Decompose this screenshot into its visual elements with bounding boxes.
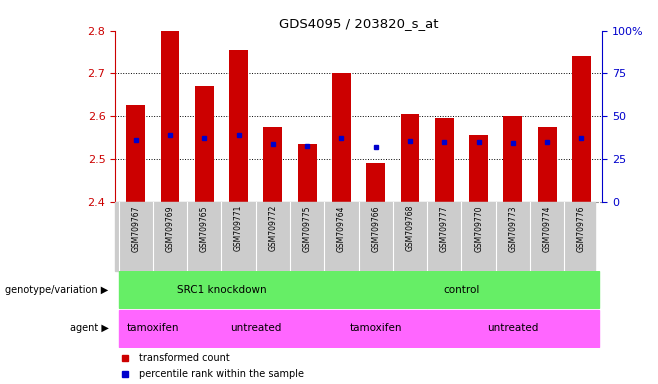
Bar bbox=[195, 86, 214, 202]
Text: GSM709774: GSM709774 bbox=[543, 205, 551, 252]
Text: GSM709776: GSM709776 bbox=[577, 205, 586, 252]
Bar bbox=[538, 127, 557, 202]
Bar bbox=[367, 163, 385, 202]
Text: tamoxifen: tamoxifen bbox=[349, 323, 402, 333]
Text: GSM709777: GSM709777 bbox=[440, 205, 449, 252]
Text: GSM709766: GSM709766 bbox=[371, 205, 380, 252]
Text: control: control bbox=[443, 285, 480, 295]
Bar bbox=[469, 136, 488, 202]
Bar bbox=[118, 310, 187, 347]
Text: GSM709765: GSM709765 bbox=[200, 205, 209, 252]
Text: GSM709773: GSM709773 bbox=[509, 205, 517, 252]
Text: untreated: untreated bbox=[230, 323, 282, 333]
Bar bbox=[401, 114, 420, 202]
Text: GSM709764: GSM709764 bbox=[337, 205, 346, 252]
Bar bbox=[229, 50, 248, 202]
Text: GSM709770: GSM709770 bbox=[474, 205, 483, 252]
Bar bbox=[126, 106, 145, 202]
Bar bbox=[427, 310, 599, 347]
Bar bbox=[324, 271, 599, 308]
Bar bbox=[297, 144, 316, 202]
Bar bbox=[263, 127, 282, 202]
Text: SRC1 knockdown: SRC1 knockdown bbox=[176, 285, 266, 295]
Text: GSM709768: GSM709768 bbox=[405, 205, 415, 252]
Text: GSM709775: GSM709775 bbox=[303, 205, 312, 252]
Bar bbox=[324, 310, 427, 347]
Text: GSM709771: GSM709771 bbox=[234, 205, 243, 252]
Text: GSM709772: GSM709772 bbox=[268, 205, 278, 252]
Text: transformed count: transformed count bbox=[139, 353, 230, 363]
Text: agent ▶: agent ▶ bbox=[70, 323, 109, 333]
Text: untreated: untreated bbox=[487, 323, 539, 333]
Bar bbox=[161, 31, 180, 202]
Bar bbox=[572, 56, 591, 202]
Bar bbox=[435, 118, 454, 202]
Text: genotype/variation ▶: genotype/variation ▶ bbox=[5, 285, 109, 295]
Bar bbox=[118, 271, 324, 308]
Bar bbox=[332, 73, 351, 202]
Bar bbox=[503, 116, 522, 202]
Text: percentile rank within the sample: percentile rank within the sample bbox=[139, 369, 305, 379]
Bar bbox=[187, 310, 324, 347]
Text: GSM709769: GSM709769 bbox=[166, 205, 174, 252]
Text: tamoxifen: tamoxifen bbox=[126, 323, 179, 333]
Text: GSM709767: GSM709767 bbox=[131, 205, 140, 252]
Title: GDS4095 / 203820_s_at: GDS4095 / 203820_s_at bbox=[279, 17, 438, 30]
